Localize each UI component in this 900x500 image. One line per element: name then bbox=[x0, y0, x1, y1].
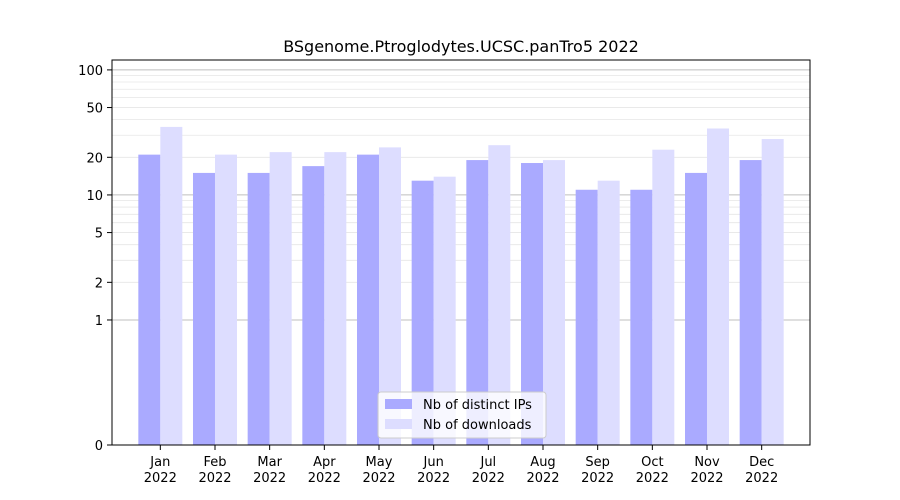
bar-distinct-ips bbox=[411, 180, 434, 445]
bar-distinct-ips bbox=[630, 189, 653, 445]
bar-distinct-ips bbox=[247, 172, 270, 445]
legend-swatch bbox=[385, 399, 412, 409]
bar-downloads bbox=[707, 128, 730, 445]
y-tick-label: 2 bbox=[95, 276, 103, 291]
bar-distinct-ips bbox=[192, 172, 215, 445]
x-tick-label: 2022 bbox=[144, 471, 177, 486]
x-axis: Jan2022Feb2022Mar2022Apr2022May2022Jun20… bbox=[144, 445, 778, 486]
x-tick-label: Jul bbox=[479, 455, 496, 470]
x-tick-label: Oct bbox=[641, 455, 663, 470]
legend: Nb of distinct IPs Nb of downloads bbox=[377, 391, 547, 439]
x-tick-label: 2022 bbox=[636, 471, 669, 486]
bar-downloads bbox=[761, 139, 784, 445]
x-tick-label: 2022 bbox=[362, 471, 395, 486]
x-tick-label: Dec bbox=[749, 455, 774, 470]
bar-downloads bbox=[160, 126, 183, 446]
bar-distinct-ips bbox=[739, 160, 762, 445]
bar-distinct-ips bbox=[138, 154, 161, 446]
y-tick-label: 20 bbox=[86, 151, 103, 166]
y-tick-label: 5 bbox=[95, 227, 103, 242]
chart-title: BSgenome.Ptroglodytes.UCSC.panTro5 2022 bbox=[283, 37, 639, 56]
bar-distinct-ips bbox=[356, 154, 379, 446]
bar-downloads bbox=[324, 152, 347, 445]
x-tick-label: 2022 bbox=[417, 471, 450, 486]
bar-distinct-ips bbox=[302, 166, 325, 445]
bar-distinct-ips bbox=[685, 172, 708, 445]
legend-label: Nb of downloads bbox=[423, 418, 532, 433]
bar-downloads bbox=[597, 180, 620, 445]
x-tick-label: 2022 bbox=[745, 471, 778, 486]
bar-distinct-ips bbox=[575, 189, 598, 445]
x-tick-label: Feb bbox=[203, 455, 226, 470]
bar-downloads bbox=[543, 160, 566, 445]
x-tick-label: Aug bbox=[530, 455, 555, 470]
bar-distinct-ips bbox=[466, 160, 489, 445]
x-tick-label: 2022 bbox=[690, 471, 723, 486]
x-tick-label: 2022 bbox=[526, 471, 559, 486]
x-tick-label: Sep bbox=[585, 455, 610, 470]
plot-frame bbox=[111, 59, 811, 446]
y-tick-label: 0 bbox=[95, 439, 103, 454]
x-tick-label: 2022 bbox=[253, 471, 286, 486]
x-tick-label: Nov bbox=[694, 455, 720, 470]
x-tick-label: Mar bbox=[257, 455, 282, 470]
y-axis: 0 1 2 5 10 20 50 100 bbox=[78, 64, 112, 454]
x-tick-label: 2022 bbox=[198, 471, 231, 486]
bar-downloads bbox=[378, 147, 401, 446]
bar-downloads bbox=[269, 152, 292, 445]
bar-downloads bbox=[214, 154, 237, 446]
x-tick-label: 2022 bbox=[472, 471, 505, 486]
x-tick-label: 2022 bbox=[581, 471, 614, 486]
x-tick-label: May bbox=[366, 455, 393, 470]
x-tick-label: Jun bbox=[423, 455, 444, 470]
y-tick-label: 50 bbox=[86, 102, 103, 117]
legend-label: Nb of distinct IPs bbox=[423, 398, 532, 413]
bar-downloads bbox=[488, 145, 511, 445]
bar-distinct-ips bbox=[521, 163, 544, 445]
bars bbox=[138, 126, 784, 446]
y-tick-label: 1 bbox=[95, 314, 103, 329]
x-tick-label: Apr bbox=[313, 455, 336, 470]
legend-swatch bbox=[385, 419, 412, 429]
y-tick-label: 100 bbox=[78, 64, 103, 79]
x-tick-label: Jan bbox=[149, 455, 170, 470]
bar-downloads bbox=[433, 176, 456, 445]
y-tick-label: 10 bbox=[86, 189, 103, 204]
bar-downloads bbox=[652, 149, 675, 446]
x-tick-label: 2022 bbox=[308, 471, 341, 486]
legend-box bbox=[377, 391, 547, 439]
